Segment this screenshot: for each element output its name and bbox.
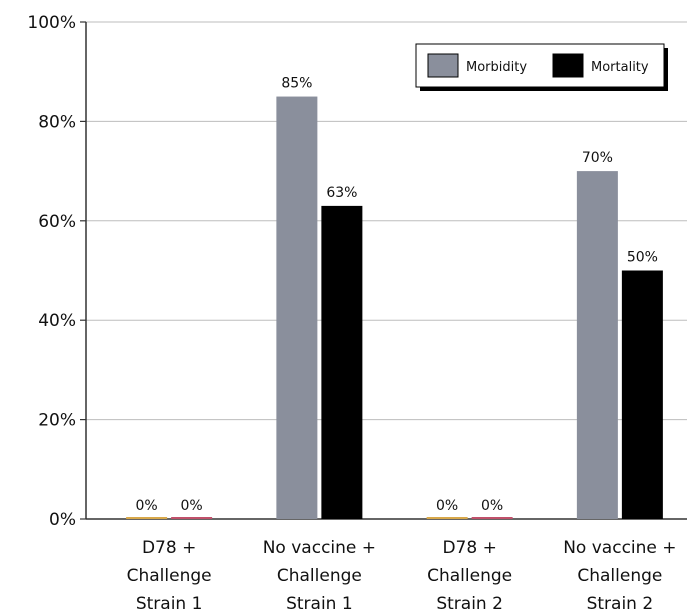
y-tick-label: 80% (38, 112, 76, 132)
legend-swatch-mortality (553, 54, 583, 77)
category-label: No vaccine + (563, 538, 676, 558)
category-label: Challenge (277, 566, 362, 586)
bar-mortality (321, 206, 362, 519)
y-tick-label: 100% (27, 13, 76, 33)
category-label: Strain 1 (286, 594, 353, 614)
y-tick-label: 40% (38, 311, 76, 331)
bar-morbidity (577, 171, 618, 519)
bar-morbidity (427, 517, 468, 519)
y-tick-label: 60% (38, 212, 76, 232)
data-label: 70% (582, 150, 613, 166)
legend-label-morbidity: Morbidity (466, 60, 527, 75)
data-label: 0% (181, 498, 203, 514)
category-label: Challenge (577, 566, 662, 586)
category-label: D78 + (442, 538, 496, 558)
data-label: 50% (627, 250, 658, 266)
bar-morbidity (276, 97, 317, 519)
legend: Morbidity Mortality (416, 44, 668, 91)
category-label: D78 + (142, 538, 196, 558)
y-tick-label: 0% (49, 510, 76, 530)
bar-mortality (472, 517, 513, 519)
category-label: Strain 2 (587, 594, 654, 614)
data-label: 0% (481, 498, 503, 514)
category-label: Challenge (127, 566, 212, 586)
bar-morbidity (126, 517, 167, 519)
y-tick-label: 20% (38, 411, 76, 431)
bar-mortality (622, 271, 663, 520)
category-label: No vaccine + (263, 538, 376, 558)
category-label: Challenge (427, 566, 512, 586)
data-label: 85% (281, 76, 312, 92)
data-label: 0% (136, 498, 158, 514)
category-label: Strain 1 (136, 594, 203, 614)
y-axis-ticks: 0% 20% 40% 60% 80% 100% (27, 13, 86, 530)
category-label: Strain 2 (436, 594, 503, 614)
data-label: 0% (436, 498, 458, 514)
data-label: 63% (326, 185, 357, 201)
legend-swatch-morbidity (428, 54, 458, 77)
bar-mortality (171, 517, 212, 519)
category-labels: D78 + Challenge Strain 1 No vaccine + Challe… (127, 538, 677, 614)
legend-label-mortality: Mortality (591, 60, 649, 75)
